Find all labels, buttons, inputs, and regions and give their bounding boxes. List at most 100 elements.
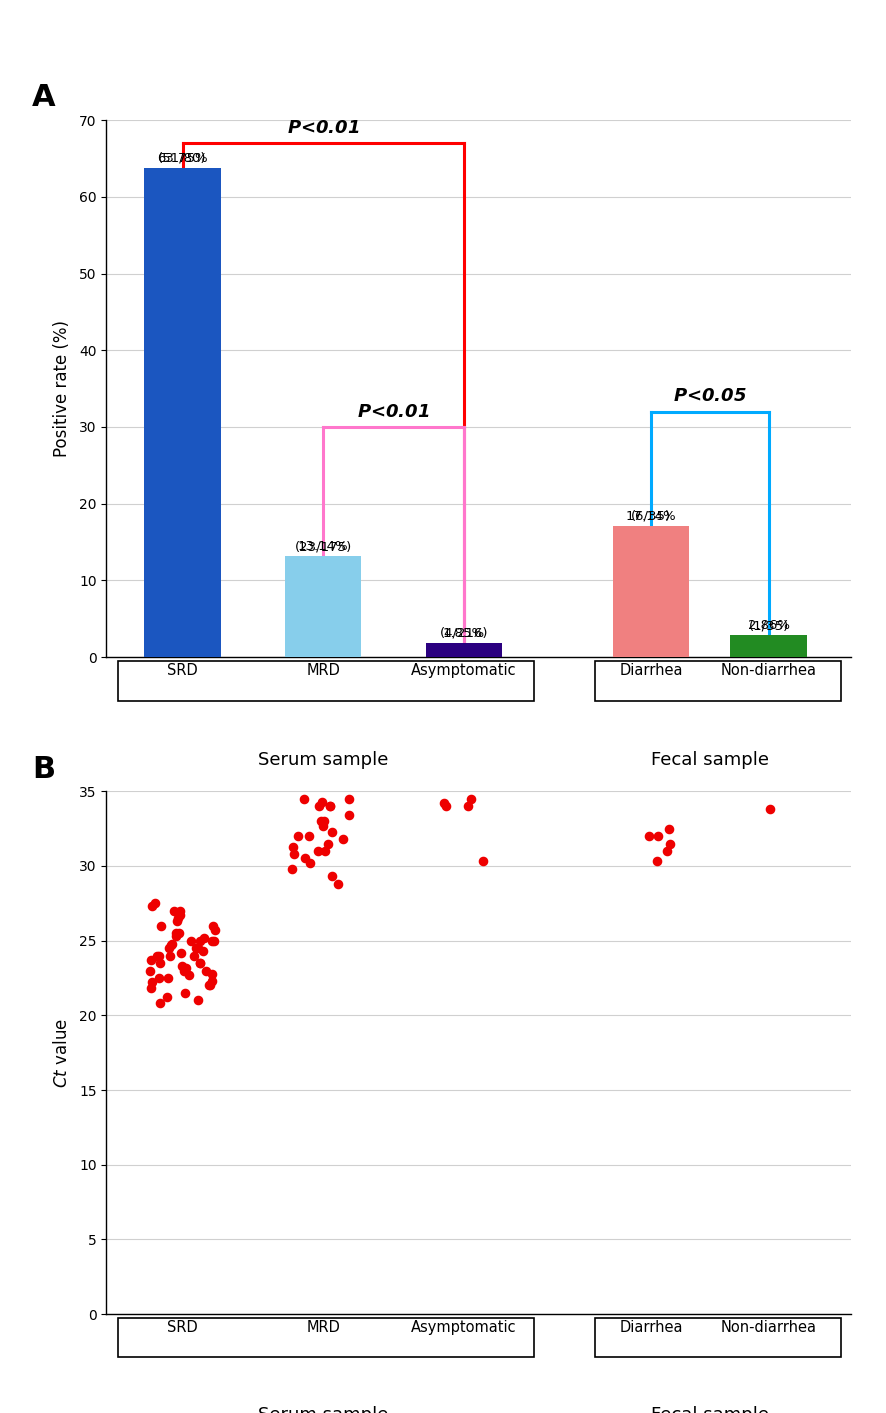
Point — [164, 934, 178, 957]
Point — [342, 804, 356, 827]
Text: (51/80): (51/80) — [159, 137, 206, 165]
Text: (4/216): (4/216) — [439, 612, 488, 640]
Point — [151, 944, 165, 966]
Text: 17.14%: 17.14% — [626, 510, 677, 523]
Bar — [285, 557, 361, 657]
Point — [148, 892, 162, 914]
Bar — [118, 1318, 534, 1356]
Bar — [595, 1318, 841, 1356]
Point — [321, 832, 335, 855]
Point — [313, 796, 327, 818]
Point — [642, 825, 657, 848]
Point — [663, 832, 677, 855]
Text: 13.14%: 13.14% — [298, 540, 348, 552]
Point — [183, 930, 198, 952]
Point — [153, 952, 167, 975]
Point — [298, 848, 312, 870]
Point — [336, 828, 350, 851]
Point — [154, 914, 168, 937]
Point — [316, 810, 330, 832]
Point — [144, 971, 159, 993]
Point — [315, 814, 330, 836]
Y-axis label: Positive rate (%): Positive rate (%) — [52, 321, 71, 456]
Bar — [144, 168, 221, 657]
Point — [439, 796, 453, 818]
Bar — [425, 643, 501, 657]
Point — [174, 941, 188, 964]
Point — [650, 851, 664, 873]
Text: 1.85%: 1.85% — [443, 627, 485, 640]
Point — [342, 787, 356, 810]
Point — [463, 787, 478, 810]
Text: A: A — [32, 82, 56, 112]
Point — [206, 969, 220, 992]
Point — [173, 904, 187, 927]
Point — [317, 839, 331, 862]
Point — [170, 907, 184, 930]
Point — [143, 959, 157, 982]
Point — [145, 894, 159, 917]
Point — [325, 865, 339, 887]
Point — [203, 974, 217, 996]
Point — [196, 940, 210, 962]
Point — [206, 914, 220, 937]
Text: 63.75%: 63.75% — [157, 153, 208, 165]
Point — [287, 842, 301, 865]
Point — [659, 839, 673, 862]
Text: (23/175): (23/175) — [294, 526, 352, 552]
Text: $\bfit{P}$<0.01: $\bfit{P}$<0.01 — [357, 403, 430, 421]
Text: 2.86%: 2.86% — [748, 619, 789, 632]
Point — [311, 839, 325, 862]
Point — [159, 986, 174, 1009]
Point — [461, 796, 475, 818]
Text: Fecal sample: Fecal sample — [651, 750, 769, 769]
Bar — [118, 661, 534, 701]
Point — [651, 825, 665, 848]
Point — [193, 930, 207, 952]
Point — [662, 817, 676, 839]
Text: (1/35): (1/35) — [749, 603, 789, 632]
Point — [177, 982, 191, 1005]
Text: Serum sample: Serum sample — [258, 750, 388, 769]
Point — [173, 900, 187, 923]
Point — [297, 787, 311, 810]
Point — [285, 858, 299, 880]
Point — [325, 821, 339, 844]
Point — [291, 825, 305, 848]
Point — [183, 964, 197, 986]
Point — [144, 948, 158, 971]
Point — [286, 835, 300, 858]
Point — [152, 966, 166, 989]
Point — [323, 796, 338, 818]
Point — [190, 937, 205, 959]
Y-axis label: $\mathit{Ct}$ value: $\mathit{Ct}$ value — [52, 1017, 71, 1088]
Point — [167, 900, 182, 923]
Point — [323, 796, 337, 818]
Point — [144, 978, 158, 1000]
Point — [315, 790, 329, 812]
Point — [152, 944, 166, 966]
Point — [303, 852, 317, 875]
Text: (6/35): (6/35) — [631, 495, 672, 523]
Point — [205, 962, 219, 985]
Text: B: B — [32, 755, 55, 784]
Bar — [730, 634, 806, 657]
Point — [191, 989, 206, 1012]
Point — [169, 921, 183, 944]
Point — [314, 810, 328, 832]
Point — [193, 952, 207, 975]
Point — [189, 937, 203, 959]
Point — [187, 944, 201, 966]
Point — [177, 959, 191, 982]
Text: $\bfit{P}$<0.05: $\bfit{P}$<0.05 — [673, 387, 747, 406]
Text: Serum sample: Serum sample — [258, 1406, 388, 1413]
Point — [208, 918, 222, 941]
Point — [205, 930, 219, 952]
Bar — [613, 526, 689, 657]
Text: Fecal sample: Fecal sample — [651, 1406, 769, 1413]
Point — [161, 966, 175, 989]
Point — [165, 933, 179, 955]
Point — [763, 798, 777, 821]
Point — [169, 926, 183, 948]
Bar — [595, 661, 841, 701]
